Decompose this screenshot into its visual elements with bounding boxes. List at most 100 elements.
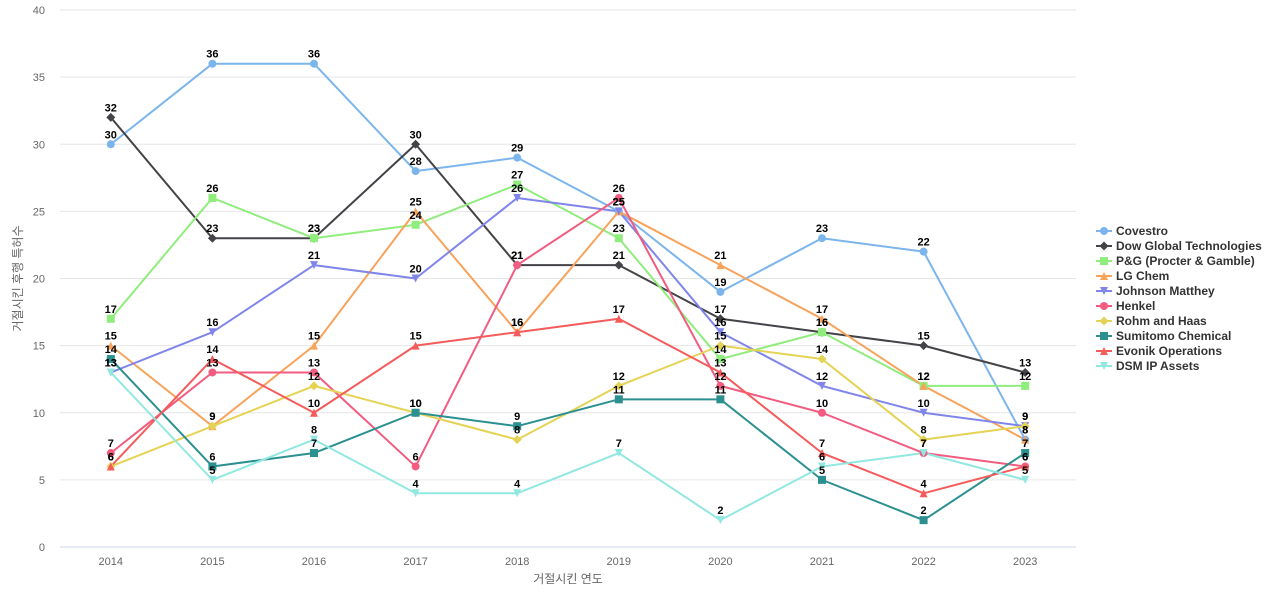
data-label: 17 <box>613 304 625 316</box>
data-point <box>919 489 928 498</box>
data-label: 14 <box>714 344 727 356</box>
data-point <box>208 475 217 484</box>
data-label: 17 <box>105 304 117 316</box>
data-label: 16 <box>206 317 218 329</box>
data-label: 26 <box>511 183 523 195</box>
data-label: 13 <box>105 357 117 369</box>
data-label: 2 <box>921 505 927 517</box>
data-label: 10 <box>409 398 421 410</box>
data-point <box>818 328 826 337</box>
data-point <box>1021 462 1030 471</box>
data-label: 9 <box>209 411 215 423</box>
y-tick-label: 30 <box>33 139 45 151</box>
series-lines <box>109 62 1027 522</box>
data-point <box>818 381 826 390</box>
data-point <box>411 167 420 176</box>
data-point <box>716 287 725 296</box>
data-label: 30 <box>105 129 117 141</box>
y-tick-label: 35 <box>33 72 45 84</box>
data-label: 21 <box>613 250 625 262</box>
legend-item[interactable]: Covestro <box>1096 224 1168 238</box>
data-label: 5 <box>1022 465 1028 477</box>
data-point <box>411 207 420 216</box>
data-label: 12 <box>917 371 929 383</box>
legend-item[interactable]: Evonik Operations <box>1096 344 1222 358</box>
data-label: 9 <box>1022 411 1028 423</box>
data-label: 9 <box>209 411 215 423</box>
data-label: 7 <box>1022 438 1028 450</box>
series-line <box>109 183 1027 387</box>
data-label: 9 <box>1022 411 1028 423</box>
data-point <box>208 462 217 471</box>
data-point <box>411 489 420 498</box>
y-tick-label: 5 <box>39 475 45 487</box>
data-point <box>919 516 928 525</box>
legend-item[interactable]: Dow Global Technologies <box>1096 239 1262 253</box>
data-label: 6 <box>1022 451 1028 463</box>
x-tick-label: 2018 <box>505 556 529 568</box>
data-label: 15 <box>105 331 117 343</box>
legend-swatch-marker <box>1100 347 1108 355</box>
data-point <box>310 408 318 417</box>
data-point <box>411 274 420 283</box>
data-point <box>716 368 725 377</box>
legend-item[interactable]: Sumitomo Chemical <box>1096 329 1231 343</box>
data-label: 7 <box>616 438 622 450</box>
data-label: 16 <box>511 317 523 329</box>
data-label: 21 <box>308 250 320 262</box>
data-point <box>1020 421 1030 431</box>
data-point <box>614 449 623 458</box>
legend-item[interactable]: Henkel <box>1096 299 1155 313</box>
x-tick-label: 2014 <box>99 556 123 568</box>
data-label: 14 <box>816 344 829 356</box>
data-point <box>411 220 420 229</box>
legend-item[interactable]: Rohm and Haas <box>1096 314 1207 328</box>
data-point <box>310 261 318 270</box>
data-point <box>614 314 623 323</box>
legend-item[interactable]: Johnson Matthey <box>1096 284 1215 298</box>
data-point <box>513 261 522 270</box>
legend-swatch-marker <box>1099 316 1109 326</box>
data-point <box>1021 381 1030 390</box>
legend-label: Dow Global Technologies <box>1116 239 1262 253</box>
legend-item[interactable]: LG Chem <box>1096 269 1169 283</box>
data-label: 13 <box>1019 357 1031 369</box>
data-point <box>106 462 115 471</box>
data-label: 26 <box>613 183 625 195</box>
data-label: 7 <box>108 438 114 450</box>
data-point <box>411 462 420 471</box>
data-point <box>310 435 318 444</box>
data-point <box>1021 449 1030 458</box>
legend-swatch-marker <box>1100 287 1108 295</box>
data-label: 20 <box>409 264 421 276</box>
data-label: 14 <box>206 344 219 356</box>
y-tick-label: 20 <box>33 274 45 286</box>
data-point <box>818 314 826 323</box>
data-label: 4 <box>413 478 420 490</box>
data-label: 21 <box>511 250 523 262</box>
data-point <box>818 408 826 417</box>
data-point <box>715 341 725 351</box>
data-point <box>513 180 522 189</box>
legend-swatch-marker <box>1100 227 1108 235</box>
data-label: 24 <box>409 210 422 222</box>
data-point <box>919 341 929 351</box>
data-point <box>106 314 115 323</box>
data-label: 6 <box>413 451 419 463</box>
data-point <box>716 516 725 525</box>
data-label: 23 <box>613 223 625 235</box>
data-label: 6 <box>819 451 825 463</box>
data-label: 8 <box>514 425 520 437</box>
series-markers <box>106 59 1030 525</box>
data-point <box>1020 367 1030 377</box>
data-label: 23 <box>206 223 218 235</box>
data-point <box>208 193 217 202</box>
data-label: 16 <box>816 317 828 329</box>
legend-item[interactable]: P&G (Procter & Gamble) <box>1096 254 1255 268</box>
data-label: 6 <box>1022 451 1028 463</box>
legend-item[interactable]: DSM IP Assets <box>1096 359 1200 373</box>
legend-swatch-marker <box>1100 302 1108 310</box>
x-tick-label: 2022 <box>911 556 935 568</box>
data-point <box>207 233 217 243</box>
